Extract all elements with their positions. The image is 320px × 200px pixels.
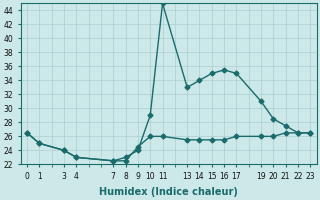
X-axis label: Humidex (Indice chaleur): Humidex (Indice chaleur) xyxy=(99,187,238,197)
